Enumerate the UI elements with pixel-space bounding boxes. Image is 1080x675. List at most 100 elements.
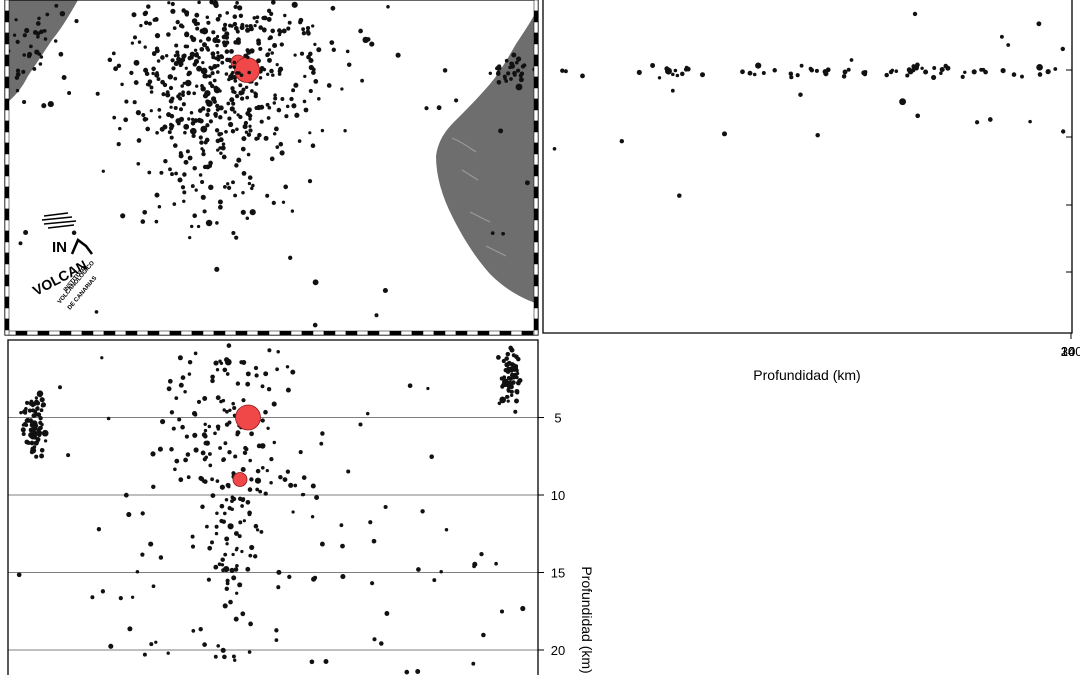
quake-dot	[47, 101, 54, 108]
quake-dot	[263, 491, 268, 496]
map-border-segment	[312, 330, 325, 336]
quake-dot	[424, 106, 429, 111]
quake-dot	[269, 156, 275, 162]
quake-dot	[339, 523, 344, 528]
quake-dot	[221, 519, 226, 524]
quake-dot	[200, 194, 206, 200]
quake-dot	[67, 90, 72, 96]
quake-dot	[232, 60, 237, 65]
quake-dot	[234, 93, 240, 99]
quake-dot	[140, 552, 145, 557]
quake-dot	[172, 26, 177, 30]
quake-dot	[432, 578, 437, 583]
map-border-segment	[4, 54, 10, 67]
quake-dot	[216, 644, 220, 648]
quake-dot	[183, 130, 187, 135]
map-border-segment	[533, 43, 539, 56]
quake-dot	[211, 30, 216, 35]
quake-dot	[255, 528, 260, 532]
map-border-segment	[4, 0, 10, 12]
quake-dot	[133, 35, 137, 40]
quake-dot	[176, 57, 180, 62]
depth-section-vertical-panel: 5 10 15 20 Profundidad (km)	[7, 339, 595, 675]
quake-dot	[912, 11, 918, 17]
quake-dot	[151, 484, 156, 490]
quake-dot	[755, 62, 762, 69]
quake-dot	[203, 440, 209, 446]
quake-dot	[789, 75, 794, 80]
quake-dot	[849, 58, 854, 62]
quake-dot	[245, 381, 251, 387]
quake-dot	[515, 371, 520, 376]
quake-dot	[761, 71, 766, 75]
quake-dot	[495, 65, 502, 71]
quake-dot	[293, 483, 298, 488]
map-border-segment	[4, 76, 10, 89]
quake-dot	[263, 409, 268, 415]
map-border-segment	[422, 330, 435, 336]
quake-dot	[118, 126, 122, 131]
quake-dot	[37, 16, 41, 21]
quake-dot	[252, 16, 257, 20]
quake-dot	[167, 378, 173, 384]
quake-dot	[233, 567, 239, 572]
quake-dot	[237, 582, 243, 588]
quake-dot	[254, 81, 259, 86]
quake-dot	[798, 92, 803, 97]
quake-dot	[254, 477, 262, 484]
quake-dot	[282, 477, 288, 482]
quake-dot	[323, 659, 329, 664]
quake-dot	[29, 440, 35, 446]
quake-dot	[226, 343, 232, 348]
vertical-section-events	[16, 343, 526, 675]
quake-dot	[313, 42, 317, 47]
quake-dot	[137, 40, 142, 44]
quake-dot	[36, 34, 40, 39]
quake-dot	[210, 71, 215, 76]
vertical-highlight-event-second	[232, 472, 248, 487]
quake-dot	[700, 72, 705, 78]
quake-dot	[187, 372, 192, 376]
quake-dot	[202, 107, 206, 111]
quake-dot	[146, 4, 151, 9]
quake-dot	[167, 1, 171, 5]
quake-dot	[842, 69, 848, 75]
quake-dot	[61, 75, 67, 80]
quake-dot	[509, 62, 515, 67]
quake-dot	[15, 88, 20, 93]
map-border-segment	[533, 142, 539, 155]
quake-dot	[442, 68, 448, 73]
quake-dot	[169, 105, 173, 109]
map-border-segment	[26, 330, 39, 336]
quake-dot	[182, 172, 187, 177]
quake-dot	[239, 96, 245, 101]
quake-dot	[360, 78, 364, 83]
quake-dot	[142, 11, 148, 17]
quake-dot	[35, 406, 40, 410]
quake-dot	[506, 71, 511, 76]
quake-dot	[215, 16, 221, 22]
quake-dot	[1053, 67, 1058, 71]
quake-dot	[905, 73, 910, 78]
quake-dot	[169, 410, 175, 415]
quake-dot	[508, 380, 512, 385]
quake-dot	[251, 183, 255, 188]
quake-dot	[222, 408, 226, 412]
quake-dot	[14, 75, 20, 80]
map-border-segment	[92, 330, 105, 336]
quake-dot	[312, 279, 319, 286]
quake-dot	[288, 255, 293, 260]
quake-dot	[200, 450, 206, 456]
quake-dot	[263, 135, 269, 141]
quake-dot	[174, 458, 180, 464]
quake-dot	[683, 67, 689, 72]
quake-dot	[233, 616, 239, 622]
quake-dot	[210, 83, 215, 89]
map-border-segment	[4, 109, 10, 122]
quake-dot	[149, 90, 154, 94]
map-border-segment	[191, 330, 204, 336]
quake-dot	[202, 93, 209, 99]
quake-dot	[186, 475, 191, 480]
map-border-segment	[4, 252, 10, 265]
quake-dot	[273, 93, 277, 97]
